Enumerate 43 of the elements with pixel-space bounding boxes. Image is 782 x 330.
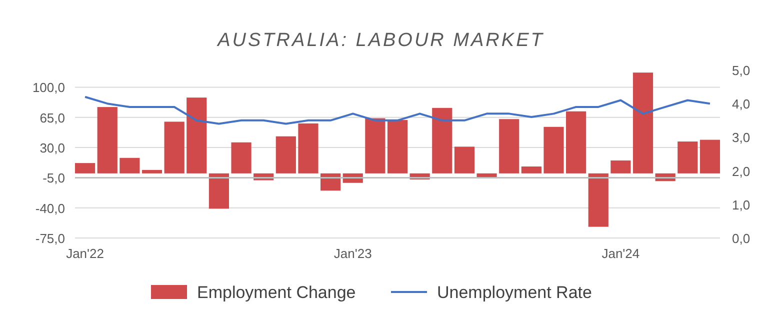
y2-tick-label: 4,0 [732, 96, 750, 112]
line-series [84, 96, 711, 125]
bar [75, 163, 96, 174]
y-tick-label: 100,0 [32, 80, 65, 96]
bar [276, 136, 296, 174]
x-tick-label: Jan'24 [602, 246, 640, 261]
bar [298, 123, 318, 174]
y2-tick-label: 0,0 [732, 231, 750, 246]
bar [164, 122, 184, 174]
bar [320, 173, 341, 191]
bar [632, 72, 654, 174]
bar [499, 119, 520, 174]
bar [365, 118, 386, 174]
legend-label: Employment Change [197, 283, 356, 302]
bar [142, 170, 162, 174]
bar [678, 142, 698, 174]
chart-title: AUSTRALIA: LABOUR MARKET [216, 30, 544, 51]
y-tick-label: -40,0 [35, 200, 65, 216]
bar [588, 173, 608, 227]
y-tick-label: 30,0 [40, 140, 65, 156]
bar [208, 173, 229, 209]
bar [186, 98, 207, 174]
bar [387, 120, 408, 174]
x-tick-label: Jan'22 [66, 246, 104, 261]
bar [544, 126, 564, 174]
y2-tick-label: 5,0 [732, 63, 750, 78]
bar [231, 142, 252, 174]
bar [521, 166, 542, 174]
bar [120, 158, 140, 174]
bar [432, 108, 452, 174]
y2-tick-label: 3,0 [732, 130, 750, 146]
bar [700, 140, 720, 174]
y2-tick-label: 2,0 [732, 164, 750, 179]
y-tick-label: -75,0 [35, 231, 65, 246]
legend-label: Unemployment Rate [437, 283, 592, 302]
bar [454, 146, 474, 174]
y-tick-label: 65,0 [40, 110, 65, 126]
bar [566, 111, 586, 174]
bar [97, 107, 118, 174]
y2-tick-label: 1,0 [732, 197, 750, 212]
y-tick-label: -5,0 [42, 170, 65, 186]
bar [610, 160, 631, 174]
x-tick-label: Jan'23 [334, 246, 372, 261]
